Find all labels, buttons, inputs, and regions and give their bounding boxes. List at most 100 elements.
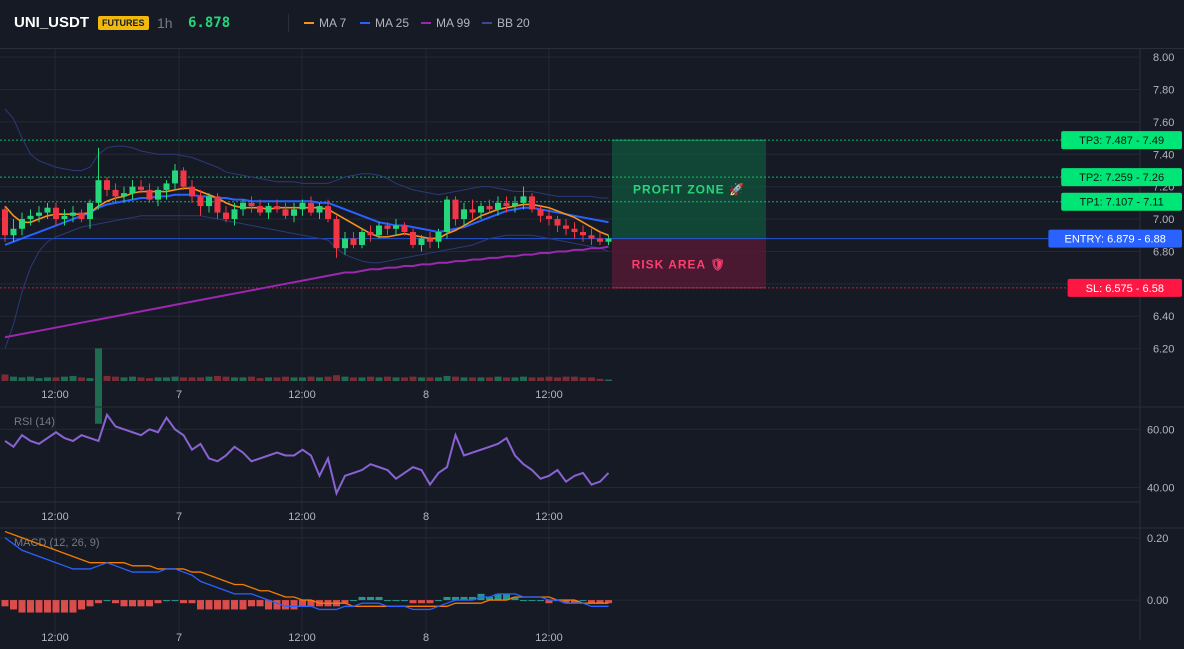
candle-body bbox=[291, 209, 297, 216]
volume-bar bbox=[248, 376, 255, 381]
candle-body bbox=[146, 189, 153, 200]
price-axis-tick: 6.20 bbox=[1153, 344, 1174, 356]
macd-hist-bar bbox=[435, 600, 442, 602]
legend-ma99[interactable]: MA 99 bbox=[421, 16, 470, 30]
volume-bar bbox=[511, 377, 519, 381]
candle-body bbox=[206, 196, 212, 207]
volume-bar bbox=[290, 377, 298, 381]
rsi-pane: 60.00 40.00 RSI (14) 12:00 7 12:00 8 12:00 bbox=[0, 412, 1184, 529]
volume-bar bbox=[10, 376, 17, 381]
volume-bar bbox=[392, 377, 400, 381]
macd-hist-bar bbox=[103, 600, 111, 602]
risk-zone-label: RISK AREA 🛡 bbox=[632, 257, 727, 271]
macd-line bbox=[4, 537, 609, 611]
macd-hist-bar bbox=[197, 600, 204, 610]
macd-hist-bar bbox=[52, 600, 60, 613]
candle-body bbox=[469, 209, 476, 213]
macd-hist-bar bbox=[273, 600, 281, 610]
macd-hist-bar bbox=[137, 600, 145, 607]
price-axis-tick: 7.40 bbox=[1153, 149, 1174, 161]
volume-bar bbox=[579, 377, 587, 381]
macd-hist-bar bbox=[605, 600, 612, 604]
macd-hist-bar bbox=[486, 596, 493, 601]
candle-body bbox=[435, 232, 442, 242]
volume-bar bbox=[554, 377, 561, 381]
legend-ma25[interactable]: MA 25 bbox=[360, 16, 409, 30]
bb-lower-line bbox=[4, 215, 609, 349]
rsi-title: RSI (14) bbox=[14, 416, 55, 428]
volume-bar bbox=[486, 377, 493, 381]
time-axis-label: 8 bbox=[423, 511, 429, 523]
macd-hist-bar bbox=[256, 600, 264, 607]
candle-body bbox=[486, 206, 493, 210]
macd-hist-bar bbox=[188, 600, 196, 604]
candle-body bbox=[231, 209, 238, 220]
candle-body bbox=[359, 232, 365, 245]
volume-bar bbox=[69, 375, 77, 381]
price-axis-tick: 6.40 bbox=[1153, 311, 1174, 323]
macd-hist-bar bbox=[588, 600, 595, 604]
candle-body bbox=[87, 202, 93, 220]
price-pane: 8.007.807.607.407.207.006.806.606.406.20… bbox=[0, 49, 1184, 640]
volume-bar bbox=[95, 348, 102, 424]
level-tag-sl bbox=[1067, 278, 1182, 297]
candle-body bbox=[19, 219, 25, 229]
volume-bar bbox=[528, 377, 536, 381]
time-axis-label: 12:00 bbox=[535, 389, 563, 401]
volume-bar bbox=[571, 376, 578, 381]
candle-body bbox=[452, 199, 459, 220]
volume-bar bbox=[299, 377, 306, 381]
candle-body bbox=[214, 196, 221, 213]
candle-body bbox=[172, 170, 178, 184]
candle-body bbox=[282, 209, 289, 216]
level-tag-tp bbox=[1061, 168, 1182, 187]
candle-body bbox=[410, 232, 416, 245]
macd-pane: 0.20 0.00 MACD (12, 26, 9) 12:00 7 12:00 8 12:0… bbox=[0, 530, 1168, 644]
candle-body bbox=[537, 209, 544, 216]
level-tag-label: SL: 6.575 - 6.58 bbox=[1086, 283, 1164, 295]
legend-bb20[interactable]: BB 20 bbox=[482, 16, 530, 30]
interval-label[interactable]: 1h bbox=[157, 15, 173, 31]
header-divider bbox=[288, 14, 289, 32]
futures-badge: FUTURES bbox=[98, 16, 149, 30]
volume-bar bbox=[137, 377, 145, 381]
rsi-axis-tick: 60.00 bbox=[1147, 424, 1175, 436]
candle-body bbox=[605, 238, 612, 242]
macd-hist-bar bbox=[78, 600, 85, 610]
volume-bar bbox=[171, 376, 179, 381]
candle-body bbox=[444, 199, 450, 233]
macd-hist-bar bbox=[10, 600, 17, 610]
price-axis-tick: 8.00 bbox=[1153, 52, 1174, 64]
volume-bar bbox=[596, 378, 604, 381]
symbol-name[interactable]: UNI_USDT bbox=[14, 14, 90, 31]
price-pane-bg bbox=[0, 49, 1184, 381]
macd-hist-bar bbox=[95, 600, 102, 604]
macd-hist-bar bbox=[452, 596, 459, 601]
volume-bar bbox=[477, 377, 485, 381]
price-axis-tick: 7.00 bbox=[1153, 214, 1174, 226]
legend-bb20-swatch bbox=[482, 22, 492, 24]
legend-ma7[interactable]: MA 7 bbox=[304, 16, 346, 30]
macd-hist-bar bbox=[112, 600, 119, 604]
macd-hist-bar bbox=[358, 596, 366, 601]
candle-body bbox=[401, 225, 408, 233]
macd-hist-bar bbox=[545, 600, 553, 604]
volume-bar bbox=[44, 377, 51, 381]
candle-body bbox=[53, 207, 59, 220]
volume-bar bbox=[146, 378, 153, 381]
volume-bar bbox=[35, 378, 43, 381]
volume-bar bbox=[537, 377, 544, 381]
candle-body bbox=[112, 189, 119, 197]
candle-body bbox=[10, 228, 17, 236]
volume-bar bbox=[418, 377, 425, 381]
candle-body bbox=[342, 238, 348, 249]
volume-bar bbox=[52, 377, 60, 381]
volume-bar bbox=[282, 376, 289, 381]
candle-body bbox=[325, 206, 331, 220]
volume-bar bbox=[154, 377, 162, 381]
legend-ma7-label: MA 7 bbox=[319, 16, 347, 30]
macd-hist-bar bbox=[171, 600, 179, 602]
macd-hist-bar bbox=[418, 600, 425, 604]
candle-body bbox=[240, 202, 246, 210]
